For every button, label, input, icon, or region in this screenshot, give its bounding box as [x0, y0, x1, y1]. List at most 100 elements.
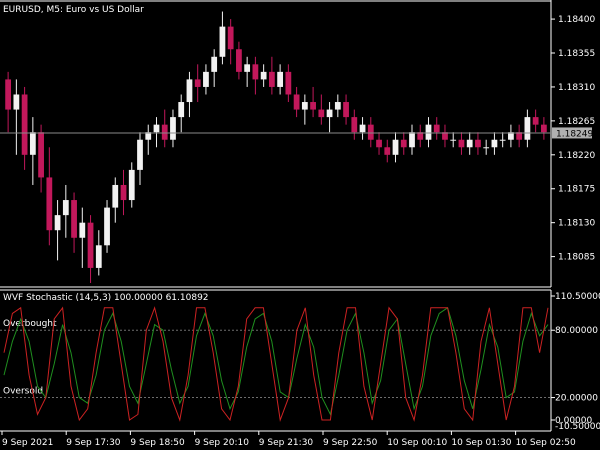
candle-bull — [178, 102, 185, 118]
candle-bull — [29, 132, 36, 155]
candle-bull — [409, 132, 415, 148]
stochastic-main-line — [3, 306, 549, 422]
time-tick-label: 9 Sep 20:10 — [195, 438, 250, 448]
price-axis-ticks: 1.18400 1.18355 1.18310 1.18265 1.18220 1.181… — [551, 15, 595, 263]
candle-bull — [145, 132, 152, 140]
candle-bull — [244, 64, 251, 72]
candle-bear — [236, 49, 242, 72]
candle-bull — [466, 139, 473, 148]
price-tick-label: 1.18400 — [558, 15, 595, 25]
candle-bear — [285, 71, 292, 95]
candle-bull — [359, 124, 366, 133]
candle-bull — [524, 117, 531, 140]
candle-bull — [277, 71, 284, 87]
indicator-axis-ticks: 110.50000 80.00000 20.00000 0.00000-10.5000… — [551, 292, 600, 432]
indicator-panel[interactable]: WVF Stochastic (14,5,3) 100.00000 61.108… — [0, 289, 600, 432]
time-tick-label: 9 Sep 22:50 — [323, 438, 378, 448]
candle-bull — [491, 139, 498, 148]
candle-bear — [268, 71, 275, 87]
candle-bear — [384, 147, 391, 155]
candle-bear — [310, 102, 316, 110]
candle-bear — [318, 109, 325, 118]
candle-bull — [334, 102, 341, 110]
candle-bull — [326, 109, 333, 118]
current-price-label: 1.18249 — [556, 129, 593, 139]
time-tick-label: 10 Sep 02:50 — [516, 438, 576, 448]
candle-bull — [219, 26, 226, 57]
candle-bear — [516, 132, 523, 140]
candle-bull — [153, 124, 160, 133]
candle-bull — [128, 169, 135, 201]
candle-bull — [95, 245, 102, 268]
candle-bear — [532, 117, 539, 125]
candle-bull — [186, 79, 193, 103]
price-panel[interactable]: EURUSD, M5: Euro vs US Dollar 1.184001.1… — [0, 0, 595, 288]
candle-bull — [79, 222, 86, 238]
candle-bull — [499, 139, 506, 141]
symbol-label: EURUSD, M5: Euro vs US Dollar — [3, 5, 144, 15]
candle-bear — [433, 124, 440, 133]
candle-bear — [252, 64, 259, 80]
price-tick-label: 1.18220 — [558, 151, 595, 161]
candle-bear — [343, 102, 349, 118]
current-price-box — [552, 127, 592, 139]
candle-bear — [475, 139, 481, 148]
candle-bull — [508, 132, 514, 140]
indicator-tick-label: 80.00000 — [555, 326, 598, 336]
level-label: Oversold — [3, 387, 43, 397]
time-tick-label: 9 Sep 2021 — [2, 438, 53, 448]
candle-bear — [400, 139, 407, 148]
candle-bull — [425, 124, 432, 140]
candle-bull — [62, 200, 69, 216]
candle-bear — [38, 132, 44, 178]
candle-bear — [120, 184, 127, 201]
indicator-levels: Overbought Oversold — [0, 319, 551, 399]
price-tick-label: 1.18175 — [558, 185, 595, 195]
candle-bear — [376, 139, 382, 148]
candle-bull — [112, 184, 119, 208]
candle-bear — [71, 200, 77, 238]
candle-bear — [161, 124, 168, 140]
candle-bear — [194, 79, 201, 87]
time-axis: 9 Sep 2021 9 Sep 17:30 9 Sep 18:50 9 Sep 20… — [1, 431, 576, 448]
candle-bull — [54, 215, 61, 231]
candle-bear — [417, 132, 424, 140]
price-tick-label: 1.18310 — [558, 83, 595, 93]
candle-bear — [87, 222, 94, 268]
indicator-tick-label: 0.00000 — [555, 416, 592, 426]
time-tick-label: 9 Sep 18:50 — [130, 438, 185, 448]
time-tick-label: 9 Sep 17:30 — [66, 438, 121, 448]
candlestick-series — [5, 11, 547, 283]
candle-bear — [367, 124, 374, 140]
candle-bull — [137, 139, 143, 170]
candle-bear — [540, 124, 547, 133]
indicator-title: WVF Stochastic (14,5,3) 100.00000 61.108… — [3, 293, 209, 303]
price-tick-label: 1.18085 — [558, 253, 595, 263]
candle-bull — [301, 102, 308, 110]
time-tick-label: 10 Sep 00:10 — [387, 438, 447, 448]
candle-bull — [392, 139, 399, 155]
indicator-tick-label: 110.50000 — [555, 292, 600, 302]
level-label: Overbought — [3, 319, 57, 329]
candle-bear — [227, 26, 234, 50]
price-tick-label: 1.18265 — [558, 117, 595, 127]
time-tick-label: 9 Sep 21:30 — [259, 438, 314, 448]
candle-bull — [483, 147, 490, 149]
candle-bull — [13, 94, 20, 110]
candle-bear — [46, 177, 53, 231]
time-tick-label: 10 Sep 01:30 — [451, 438, 511, 448]
price-tick-label: 1.18355 — [558, 49, 595, 59]
price-tick-label: 1.18130 — [558, 219, 595, 229]
indicator-bottom-tick-label: -10.50000 — [555, 422, 600, 432]
candle-bear — [293, 94, 300, 110]
candle-bear — [458, 139, 465, 148]
candle-bull — [104, 207, 110, 246]
candle-bear — [21, 94, 28, 155]
candle-bull — [170, 117, 176, 140]
stochastic-signal-line — [3, 307, 549, 416]
candle-bear — [5, 79, 12, 110]
candle-bull — [203, 71, 209, 87]
candle-bull — [260, 71, 267, 80]
